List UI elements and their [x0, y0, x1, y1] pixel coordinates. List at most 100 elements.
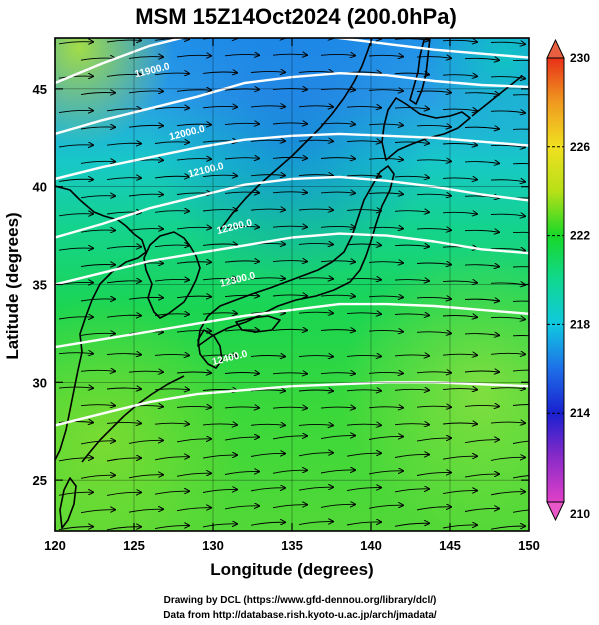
- streamline: [298, 140, 333, 141]
- colorbar-tick-label: 230: [570, 51, 590, 65]
- streamline: [202, 455, 237, 459]
- colorbar-tick-label: 218: [570, 317, 590, 331]
- colorbar-body: [546, 57, 565, 503]
- colorbar-top-triangle: [546, 38, 565, 59]
- streamline: [128, 57, 163, 59]
- x-tick-label: 130: [202, 538, 224, 553]
- streamline: [368, 262, 403, 263]
- streamline: [512, 369, 529, 372]
- streamline: [58, 214, 93, 216]
- streamline: [176, 124, 211, 126]
- streamline: [320, 407, 355, 408]
- streamline: [416, 372, 451, 373]
- streamline: [346, 390, 381, 391]
- streamline: [58, 422, 93, 423]
- streamline: [442, 423, 477, 424]
- streamline: [58, 248, 93, 250]
- streamline: [80, 127, 115, 129]
- x-tick-label: 150: [518, 538, 540, 553]
- streamline: [298, 243, 333, 244]
- streamline: [320, 504, 355, 508]
- streamline: [154, 526, 189, 530]
- streamline: [224, 295, 259, 296]
- streamline: [80, 475, 115, 479]
- streamline: [225, 540, 259, 543]
- streamline: [298, 356, 333, 357]
- streamline: [250, 390, 285, 391]
- streamline: [80, 196, 115, 198]
- streamline: [490, 180, 525, 182]
- streamline: [272, 54, 307, 55]
- streamline: [394, 389, 429, 390]
- streamline: [106, 40, 141, 42]
- streamline: [512, 475, 529, 479]
- streamline: [154, 142, 189, 144]
- streamline: [106, 354, 141, 355]
- streamline: [202, 278, 237, 279]
- streamline: [464, 265, 499, 267]
- x-tick-label: 140: [360, 538, 382, 553]
- streamline: [442, 144, 477, 146]
- streamline: [394, 355, 429, 356]
- streamline: [490, 457, 525, 461]
- streamline: [250, 488, 285, 492]
- streamline: [368, 436, 403, 440]
- streamline: [464, 334, 499, 336]
- streamline: [106, 388, 141, 389]
- streamline: [320, 295, 355, 296]
- streamline: [464, 162, 499, 164]
- streamline: [272, 123, 307, 124]
- streamline: [490, 353, 525, 354]
- streamline: [416, 160, 451, 162]
- streamline: [224, 54, 259, 55]
- streamline: [202, 355, 237, 356]
- streamline: [464, 474, 499, 478]
- streamline: [272, 89, 307, 90]
- streamline: [272, 295, 307, 296]
- chart-title: MSM 15Z14Oct2024 (200.0hPa): [135, 4, 457, 29]
- streamline: [58, 387, 93, 388]
- streamline: [416, 507, 451, 511]
- streamline: [176, 262, 211, 264]
- streamline: [346, 313, 381, 314]
- streamline: [176, 227, 211, 229]
- streamline: [512, 335, 529, 337]
- streamline: [298, 106, 333, 107]
- streamline: [464, 405, 499, 406]
- streamline: [154, 491, 189, 495]
- streamline: [320, 373, 355, 374]
- streamline: [106, 246, 141, 248]
- streamline: [512, 509, 529, 513]
- streamline: [320, 470, 355, 474]
- streamline: [490, 77, 525, 79]
- streamline: [154, 354, 189, 355]
- coastline-ryukyu: [81, 375, 185, 463]
- streamline: [490, 388, 525, 389]
- streamline: [368, 124, 403, 125]
- streamline: [490, 317, 525, 319]
- streamline: [176, 90, 211, 92]
- streamline: [128, 371, 163, 372]
- streamline: [58, 179, 93, 181]
- streamline: [176, 159, 211, 161]
- streamline: [490, 145, 525, 147]
- streamline: [442, 456, 477, 460]
- streamline: [464, 440, 499, 444]
- streamline: [272, 329, 307, 330]
- streamline: [298, 71, 333, 72]
- streamline: [58, 458, 93, 462]
- streamline: [176, 372, 211, 373]
- streamline: [298, 175, 333, 176]
- streamline: [154, 73, 189, 75]
- streamline: [154, 279, 189, 281]
- streamline: [272, 226, 307, 227]
- streamline: [202, 244, 237, 245]
- streamline: [416, 332, 451, 334]
- streamline: [106, 458, 141, 462]
- streamline: [202, 72, 237, 73]
- streamline: [394, 245, 429, 246]
- streamline: [250, 209, 285, 210]
- streamline: [320, 158, 355, 159]
- streamline: [128, 440, 163, 444]
- streamline: [80, 58, 115, 60]
